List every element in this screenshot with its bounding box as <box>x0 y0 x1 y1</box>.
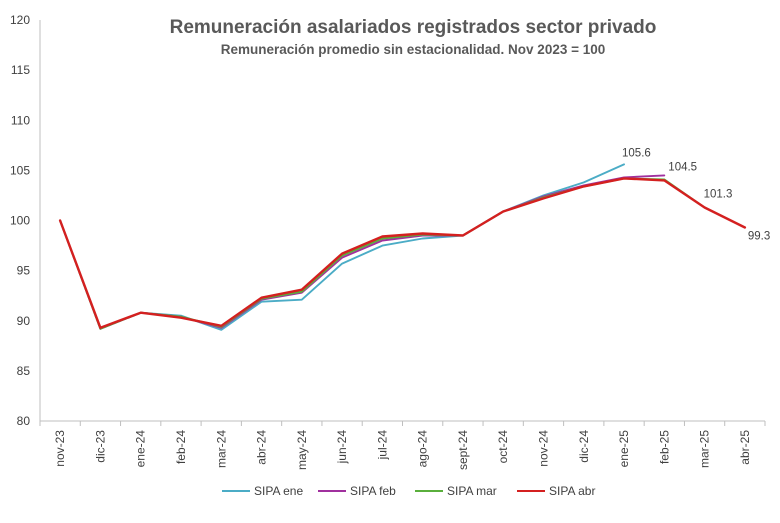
y-tick-label: 90 <box>17 314 31 328</box>
x-tick-label: abr-25 <box>738 430 752 465</box>
x-tick-label: dic-24 <box>577 430 591 463</box>
legend-label: SIPA ene <box>254 484 303 498</box>
y-tick-label: 105 <box>10 163 30 177</box>
x-tick-label: may-24 <box>295 430 309 470</box>
chart-title: Remuneración asalariados registrados sec… <box>170 17 657 38</box>
y-tick-label: 115 <box>11 63 30 77</box>
y-tick-label: 95 <box>17 264 31 278</box>
x-tick-label: feb-24 <box>174 430 188 464</box>
x-tick-label: ago-24 <box>416 430 430 468</box>
data-label: 105.6 <box>622 147 651 159</box>
y-tick-label: 100 <box>10 214 30 228</box>
data-label: 104.5 <box>668 161 697 173</box>
series-line-sipa-abr <box>58 177 747 329</box>
x-tick-label: sept-24 <box>456 430 470 470</box>
data-label: 99.3 <box>748 231 770 243</box>
x-tick-label: jun-24 <box>335 430 349 465</box>
y-tick-label: 80 <box>17 414 31 428</box>
legend-label: SIPA abr <box>549 484 595 498</box>
x-tick-label: abr-24 <box>255 430 269 465</box>
legend-label: SIPA mar <box>447 484 497 498</box>
x-tick-label: mar-24 <box>214 430 228 468</box>
data-label: 101.3 <box>704 188 733 200</box>
series-layer <box>58 163 747 331</box>
x-tick-label: dic-23 <box>93 430 107 463</box>
x-tick-label: nov-24 <box>536 430 550 467</box>
chart-subtitle: Remuneración promedio sin estacionalidad… <box>221 42 606 57</box>
axes: 80 85 90 95 100 105 110 115 120 nov-23 dic-23 ene-2… <box>10 13 766 470</box>
x-tick-label: ene-24 <box>134 430 148 468</box>
data-labels: 105.6 104.5 101.3 99.3 <box>622 147 770 242</box>
x-tick-label: ene-25 <box>617 430 631 468</box>
legend-label: SIPA feb <box>350 484 396 498</box>
y-tick-label: 110 <box>11 113 30 127</box>
x-tick-label: nov-23 <box>53 430 67 467</box>
legend: SIPA ene SIPA feb SIPA mar SIPA abr <box>222 484 595 498</box>
x-tick-label: oct-24 <box>496 430 510 464</box>
x-tick-label: jul-24 <box>375 430 389 461</box>
x-tick-label: feb-25 <box>657 430 671 464</box>
y-tick-label: 120 <box>10 13 30 27</box>
x-tick-label: mar-25 <box>698 430 712 468</box>
y-tick-label: 85 <box>17 364 31 378</box>
